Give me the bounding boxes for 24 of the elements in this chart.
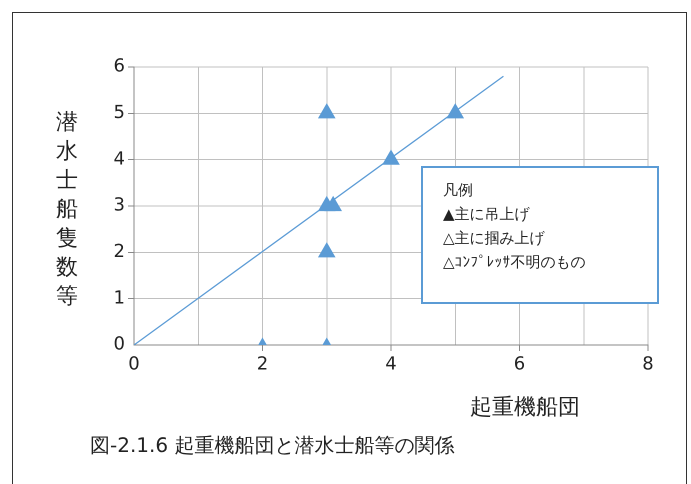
point bbox=[382, 150, 400, 165]
y-axis-title: 潜水士船隻数等 bbox=[55, 109, 79, 311]
y-tick-label: 6 bbox=[114, 56, 125, 77]
point bbox=[324, 196, 342, 212]
annotation: △ｺﾝﾌﾟﾚｯｻ不明のもの bbox=[443, 252, 587, 273]
annotation: ▲主に吊上げ bbox=[443, 204, 531, 225]
text: 図-2.1.6 起重機船団と潜水士船等の関係 bbox=[90, 432, 454, 459]
point bbox=[446, 104, 464, 118]
annotation: 凡例 bbox=[443, 180, 474, 201]
y-tick-label: 5 bbox=[114, 102, 125, 124]
point bbox=[318, 242, 336, 258]
annotation: △主に掴み上げ bbox=[443, 228, 546, 249]
y-tick-label: 2 bbox=[114, 241, 125, 262]
y-tick-label: 0 bbox=[114, 334, 125, 355]
x-tick-label: 4 bbox=[385, 353, 397, 374]
y-tick-label: 1 bbox=[114, 287, 125, 308]
y-tick-label: 4 bbox=[114, 148, 125, 170]
x-tick-label: 8 bbox=[642, 353, 654, 374]
x-tick-label: 0 bbox=[128, 353, 140, 374]
point bbox=[318, 104, 336, 118]
y-tick-label: 3 bbox=[114, 194, 125, 216]
x-tick-label: 2 bbox=[256, 353, 268, 374]
x-axis-title: 起重機船団 bbox=[470, 394, 580, 422]
x-tick-label: 6 bbox=[514, 353, 526, 374]
